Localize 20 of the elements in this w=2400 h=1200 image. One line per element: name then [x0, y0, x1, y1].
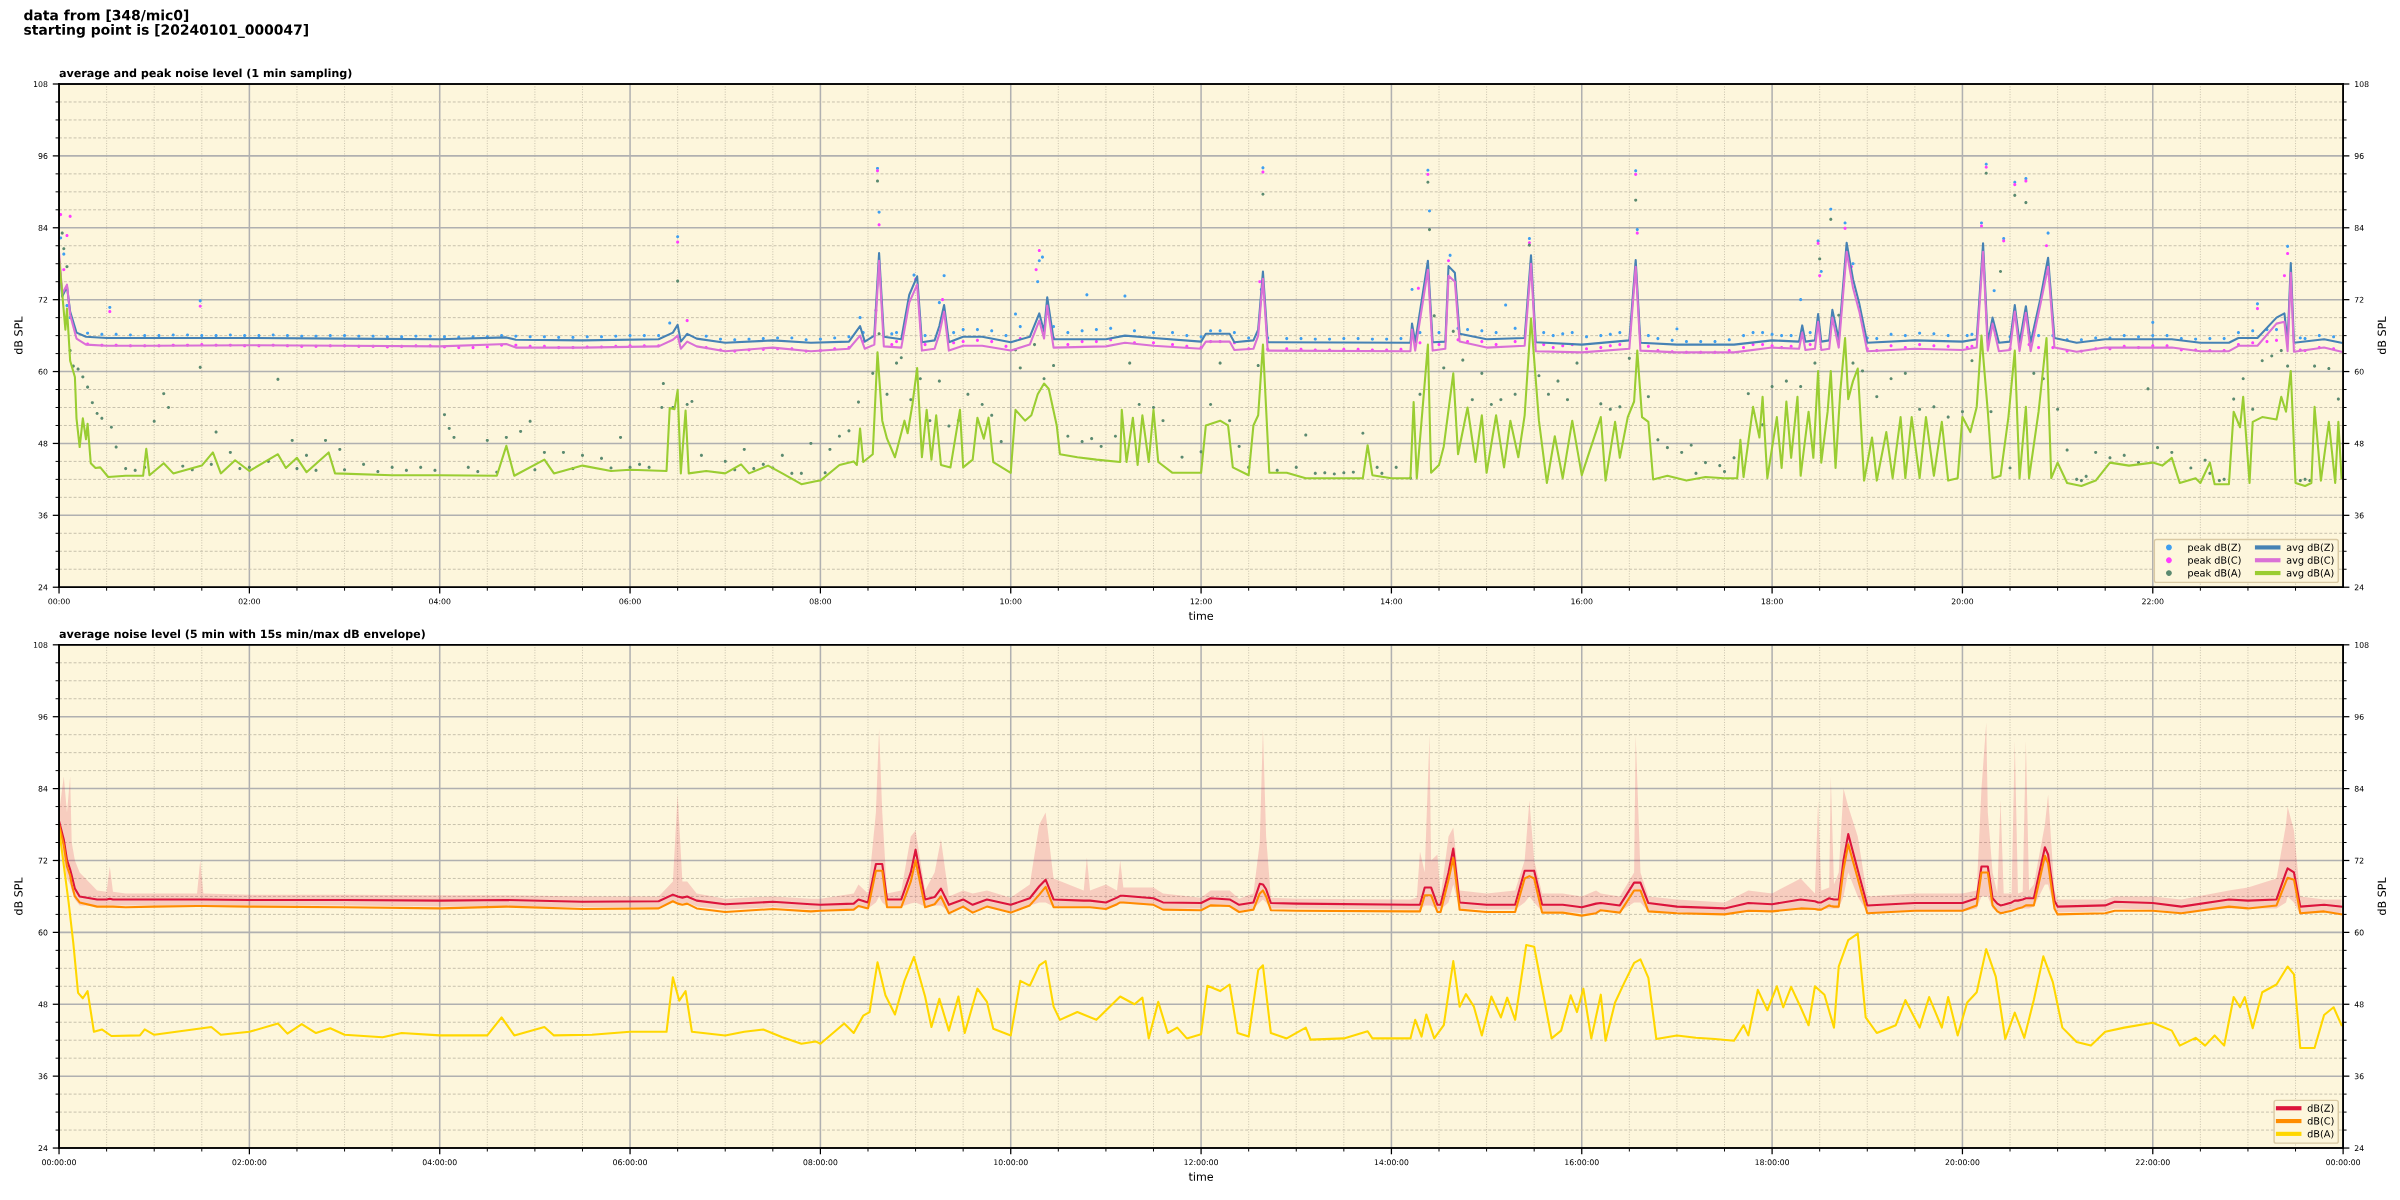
x-axis-title: time — [1188, 1172, 1214, 1181]
y-axis-title: dB SPL — [14, 877, 23, 915]
y2-axis-title: dB SPL — [2377, 877, 2387, 915]
legend-label: peak dB(C) — [2188, 556, 2241, 566]
chart-title: average noise level (5 min with 15s min/max dB envelope) — [59, 629, 425, 641]
legend-label: avg dB(C) — [2286, 556, 2334, 566]
line-series — [59, 250, 2343, 354]
legend-label: dB(C) — [2307, 1117, 2334, 1126]
y2-axis-title: dB SPL — [2377, 316, 2387, 355]
line-series — [59, 241, 2343, 346]
legend-label: dB(A) — [2307, 1129, 2334, 1139]
legend-label: peak dB(Z) — [2188, 543, 2241, 553]
x-axis-title: time — [1188, 611, 1214, 621]
legend-label: avg dB(A) — [2286, 569, 2334, 579]
text: data from [348/mic0] starting point is [20240101_000047] — [24, 9, 308, 38]
y-axis-title: dB SPL — [14, 316, 23, 355]
chart-title: average and peak noise level (1 min sampling) — [59, 68, 352, 80]
legend-label: peak dB(A) — [2188, 569, 2241, 579]
legend-label: dB(Z) — [2307, 1104, 2334, 1113]
legend-label: avg dB(Z) — [2286, 543, 2334, 553]
